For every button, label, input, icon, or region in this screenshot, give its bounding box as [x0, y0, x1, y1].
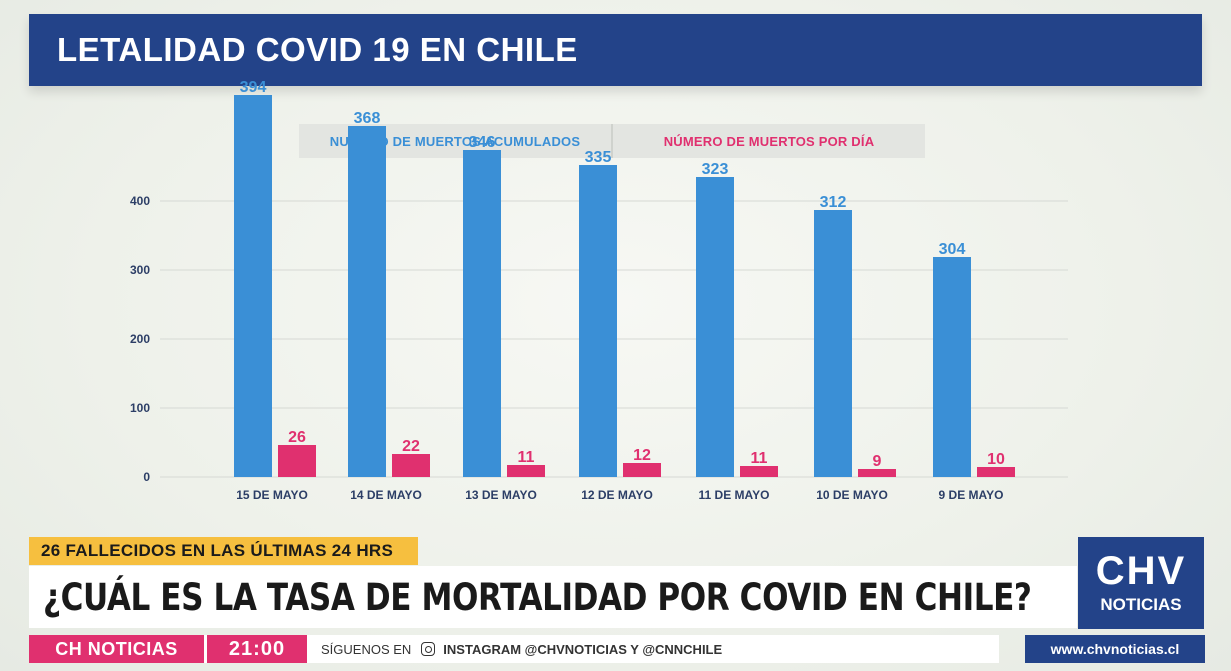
legend-daily: NÚMERO DE MUERTOS POR DÍA: [663, 133, 875, 149]
bar-cumulative-label: 368: [354, 110, 381, 127]
title-bar: LETALIDAD COVID 19 EN CHILE: [29, 14, 1202, 86]
x-tick-label: 11 DE MAYO: [699, 488, 770, 502]
bar-cumulative-label: 335: [585, 149, 612, 166]
bar-cumulative: [463, 150, 501, 477]
x-tick-label: 9 DE MAYO: [939, 488, 1004, 502]
bar-daily-label: 22: [402, 438, 420, 455]
website-url: www.chvnoticias.cl: [1050, 641, 1180, 657]
bar-daily: [278, 445, 316, 477]
bar-daily: [977, 467, 1015, 477]
bar-daily-label: 26: [288, 429, 306, 446]
bar-cumulative: [348, 126, 386, 477]
breaking-tag: 26 FALLECIDOS EN LAS ÚLTIMAS 24 HRS: [29, 537, 418, 565]
instagram-icon: [421, 642, 436, 656]
headline-bar: ¿CUÁL ES LA TASA DE MORTALIDAD POR COVID…: [29, 566, 1077, 628]
bar-daily: [858, 469, 896, 477]
chart-legend: NUMERO DE MUERTOS ACUMULADOS NÚMERO DE M…: [299, 124, 925, 158]
headline-text: ¿CUÁL ES LA TASA DE MORTALIDAD POR COVID…: [43, 575, 1032, 619]
bar-cumulative-label: 304: [939, 241, 966, 258]
bar-daily-label: 11: [518, 449, 535, 466]
breaking-tag-text: 26 FALLECIDOS EN LAS ÚLTIMAS 24 HRS: [41, 541, 394, 560]
y-tick-label: 300: [130, 263, 150, 277]
bar-daily: [392, 454, 430, 477]
x-tick-label: 12 DE MAYO: [581, 488, 653, 502]
bar-daily: [623, 463, 661, 477]
y-tick-label: 100: [130, 401, 150, 415]
ticker-time: 21:00: [207, 635, 307, 663]
logo-sub: NOTICIAS: [1100, 595, 1182, 614]
bar-daily-label: 12: [633, 447, 651, 464]
bar-cumulative: [696, 177, 734, 477]
y-tick-label: 400: [130, 194, 150, 208]
ticker-follow-label: SÍGUENOS EN: [321, 641, 412, 657]
y-tick-label: 0: [143, 470, 150, 484]
bar-cumulative-label: 323: [702, 161, 729, 178]
bar-cumulative: [579, 165, 617, 477]
website-box: www.chvnoticias.cl: [1025, 635, 1205, 663]
bar-daily: [507, 465, 545, 477]
bar-cumulative: [814, 210, 852, 477]
bar-cumulative-label: 312: [820, 194, 847, 211]
ticker-brand: CH NOTICIAS: [29, 635, 204, 663]
x-tick-label: 13 DE MAYO: [465, 488, 537, 502]
bar-cumulative-label: 346: [469, 134, 496, 151]
legend-cumulative: NUMERO DE MUERTOS ACUMULADOS: [329, 133, 581, 149]
bar-cumulative: [234, 95, 272, 477]
x-tick-label: 10 DE MAYO: [816, 488, 888, 502]
chart-title: LETALIDAD COVID 19 EN CHILE: [57, 31, 578, 68]
logo-main: CHV: [1095, 549, 1187, 593]
ticker-bar: CH NOTICIAS 21:00 SÍGUENOS EN INSTAGRAM …: [29, 635, 999, 663]
bar-cumulative-label: 394: [240, 79, 267, 96]
x-tick-label: 15 DE MAYO: [236, 488, 308, 502]
bar-daily: [740, 466, 778, 477]
x-tick-label: 14 DE MAYO: [350, 488, 422, 502]
bar-daily-label: 9: [873, 453, 882, 470]
legend-divider: [611, 124, 613, 158]
bar-cumulative: [933, 257, 971, 477]
ticker-social-handles: INSTAGRAM @CHVNOTICIAS Y @CNNCHILE: [443, 641, 723, 657]
channel-logo: CHV NOTICIAS: [1078, 537, 1204, 629]
bar-daily-label: 10: [987, 451, 1005, 468]
y-tick-label: 200: [130, 332, 150, 346]
bar-daily-label: 11: [751, 450, 768, 467]
